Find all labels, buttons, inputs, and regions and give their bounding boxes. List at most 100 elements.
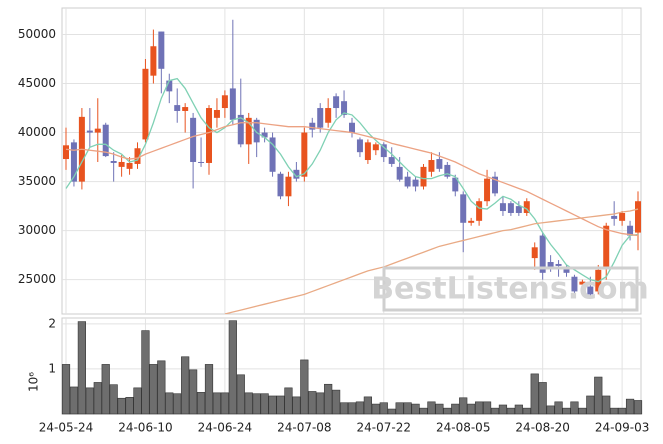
candle-body bbox=[356, 139, 363, 153]
volume-bar bbox=[514, 404, 523, 415]
volume-bar bbox=[141, 330, 150, 415]
candle-body bbox=[70, 142, 77, 182]
candle-body bbox=[293, 169, 300, 179]
y-tick-label: 45000 bbox=[18, 76, 56, 90]
volume-bar bbox=[69, 386, 79, 415]
volume-bar bbox=[109, 384, 118, 415]
candle-body bbox=[468, 220, 475, 223]
candle-body bbox=[341, 101, 348, 115]
candle-body bbox=[118, 161, 125, 167]
volume-bar bbox=[300, 359, 309, 415]
volume-bar bbox=[467, 403, 476, 415]
candle-body bbox=[364, 142, 371, 161]
volume-bar bbox=[236, 374, 245, 415]
candle-body bbox=[611, 215, 618, 219]
volume-bar bbox=[395, 402, 404, 415]
candle-body bbox=[547, 262, 554, 267]
candle-body bbox=[460, 194, 467, 223]
candle-body bbox=[388, 157, 395, 164]
volume-bar bbox=[482, 401, 492, 415]
volume-bar bbox=[61, 364, 71, 415]
x-tick-label: 24-07-22 bbox=[357, 421, 411, 435]
x-tick-label: 24-06-24 bbox=[198, 421, 252, 435]
volume-bar bbox=[538, 382, 547, 415]
candle-body bbox=[213, 110, 220, 118]
volume-bar bbox=[268, 395, 277, 415]
candle-body bbox=[86, 130, 93, 133]
candle-body bbox=[499, 203, 506, 212]
volume-bar bbox=[633, 400, 643, 415]
volume-bar bbox=[189, 369, 198, 415]
candle-body bbox=[333, 96, 340, 109]
candle-body bbox=[158, 31, 165, 69]
watermark-box bbox=[382, 266, 639, 312]
volume-bar bbox=[133, 387, 142, 415]
y-tick-label: 30000 bbox=[18, 223, 56, 237]
candle-body bbox=[555, 263, 562, 266]
candle-body bbox=[206, 108, 212, 163]
candle-body bbox=[420, 166, 427, 187]
volume-bar bbox=[196, 392, 206, 415]
volume-bar bbox=[244, 392, 253, 415]
candle-body bbox=[269, 137, 276, 172]
volume-bar bbox=[363, 396, 372, 415]
volume-bar bbox=[530, 373, 539, 415]
candle-body bbox=[94, 128, 101, 133]
candle-body bbox=[539, 235, 546, 273]
volume-bar bbox=[594, 376, 603, 415]
volume-bar bbox=[522, 407, 531, 415]
candle-body bbox=[396, 166, 403, 180]
volume-bar bbox=[165, 392, 174, 415]
candle-body bbox=[428, 160, 435, 172]
candle-body bbox=[603, 225, 610, 268]
volume-bar bbox=[546, 405, 555, 415]
volume-bar bbox=[443, 407, 452, 415]
volume-bar bbox=[451, 403, 460, 415]
y-tick-label: 40000 bbox=[18, 125, 56, 139]
candle-body bbox=[309, 122, 316, 130]
candle-body bbox=[63, 145, 69, 160]
candle-body bbox=[166, 80, 173, 92]
volume-bar bbox=[276, 395, 285, 415]
candle-body bbox=[436, 159, 443, 169]
candle-body bbox=[237, 114, 244, 145]
volume-bar bbox=[427, 401, 436, 415]
volume-bar bbox=[459, 397, 468, 415]
candle-body bbox=[507, 203, 514, 213]
candle-body bbox=[182, 107, 189, 111]
watermark: BestListens.com bbox=[371, 272, 649, 307]
moving-average-line bbox=[65, 122, 639, 237]
candle-body bbox=[253, 119, 260, 143]
candle-body bbox=[380, 144, 387, 158]
volume-bar bbox=[220, 392, 229, 415]
x-tick-label: 24-08-05 bbox=[436, 421, 490, 435]
volume-bar bbox=[602, 395, 611, 415]
candle-body bbox=[349, 122, 355, 133]
candle-body bbox=[110, 161, 117, 163]
volume-bar bbox=[435, 403, 444, 415]
candle-body bbox=[563, 266, 570, 273]
candle-body bbox=[492, 176, 498, 194]
candle-body bbox=[404, 176, 411, 187]
x-tick-label: 24-07-08 bbox=[277, 421, 331, 435]
y-tick-label: 1 bbox=[48, 361, 56, 375]
candle-body bbox=[412, 179, 419, 187]
volume-bar bbox=[347, 402, 357, 415]
candle-body bbox=[476, 201, 483, 221]
x-tick-label: 24-05-24 bbox=[39, 421, 93, 435]
volume-bar bbox=[554, 401, 563, 415]
x-tick-label: 24-09-03 bbox=[595, 421, 649, 435]
y-tick-label: 2 bbox=[48, 316, 56, 330]
candle-body bbox=[174, 105, 181, 111]
candle-body bbox=[102, 124, 109, 157]
candle-body bbox=[126, 162, 133, 169]
volume-bar bbox=[284, 387, 293, 415]
volume-bar bbox=[157, 360, 166, 415]
volume-bar bbox=[125, 397, 134, 415]
candle-body bbox=[571, 276, 578, 292]
volume-bar bbox=[403, 402, 412, 415]
candle-body bbox=[317, 108, 324, 128]
candle-body bbox=[150, 46, 157, 76]
volume-bar bbox=[562, 407, 571, 415]
candle-body bbox=[190, 117, 197, 162]
